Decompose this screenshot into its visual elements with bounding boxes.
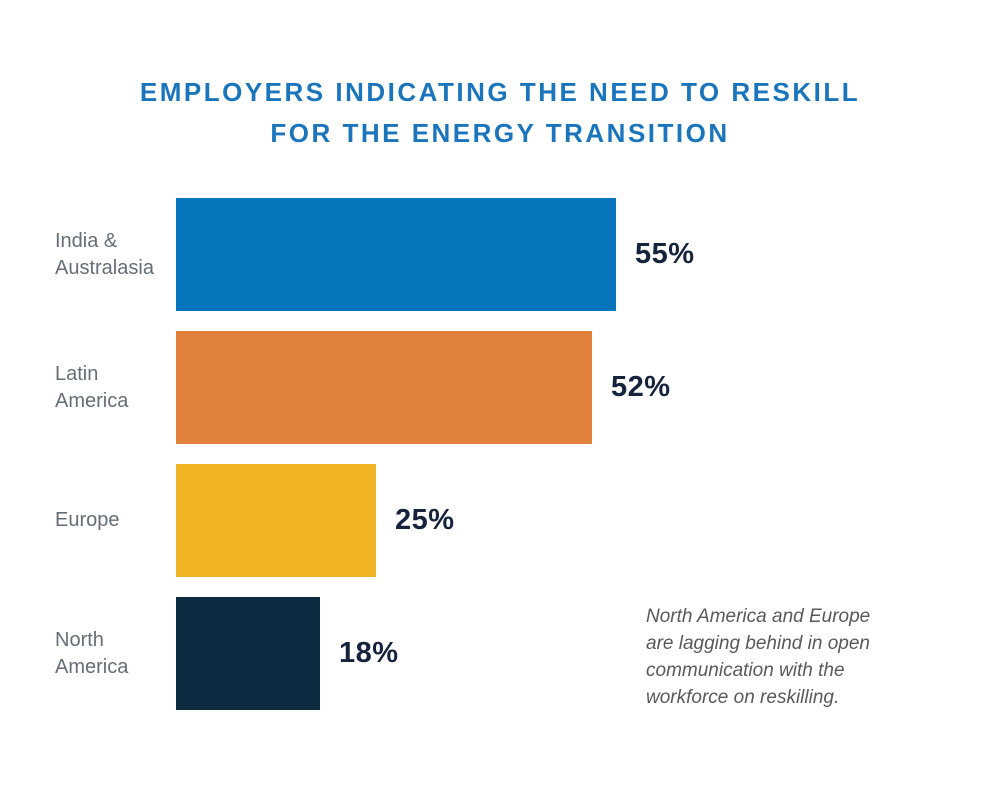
bar-europe	[176, 464, 376, 577]
chart-title-line2: FOR THE ENERGY TRANSITION	[270, 118, 730, 148]
bar-row-india-australasia: India & Australasia 55%	[0, 198, 1000, 311]
category-label-latin-america: Latin America	[55, 362, 129, 412]
bar-track-europe: 25%	[176, 464, 1000, 577]
value-label-europe: 25%	[395, 504, 455, 536]
bar-north-america	[176, 597, 320, 710]
bar-track-india-australasia: 55%	[176, 198, 1000, 311]
bar-row-europe: Europe 25%	[0, 464, 1000, 577]
value-label-north-america: 18%	[339, 637, 399, 669]
annotation-note: North America and Europe are lagging beh…	[646, 606, 871, 708]
bar-track-latin-america: 52%	[176, 331, 1000, 444]
chart-title: EMPLOYERS INDICATING THE NEED TO RESKILL…	[0, 0, 1000, 154]
chart-title-line1: EMPLOYERS INDICATING THE NEED TO RESKILL	[139, 77, 861, 107]
bar-row-latin-america: Latin America 52%	[0, 331, 1000, 444]
bar-row-north-america: North America 18%	[0, 597, 1000, 710]
value-label-india-australasia: 55%	[635, 238, 695, 270]
bar-latin-america	[176, 331, 592, 444]
category-label-north-america: North America	[55, 628, 129, 678]
bar-track-north-america: 18%	[176, 597, 1000, 710]
value-label-latin-america: 52%	[611, 371, 671, 403]
category-label-europe: Europe	[55, 509, 120, 531]
bar-india-australasia	[176, 198, 616, 311]
bar-chart: India & Australasia 55% Latin America 52% Eu…	[0, 198, 1000, 710]
category-label-india-australasia: India & Australasia	[55, 229, 154, 279]
